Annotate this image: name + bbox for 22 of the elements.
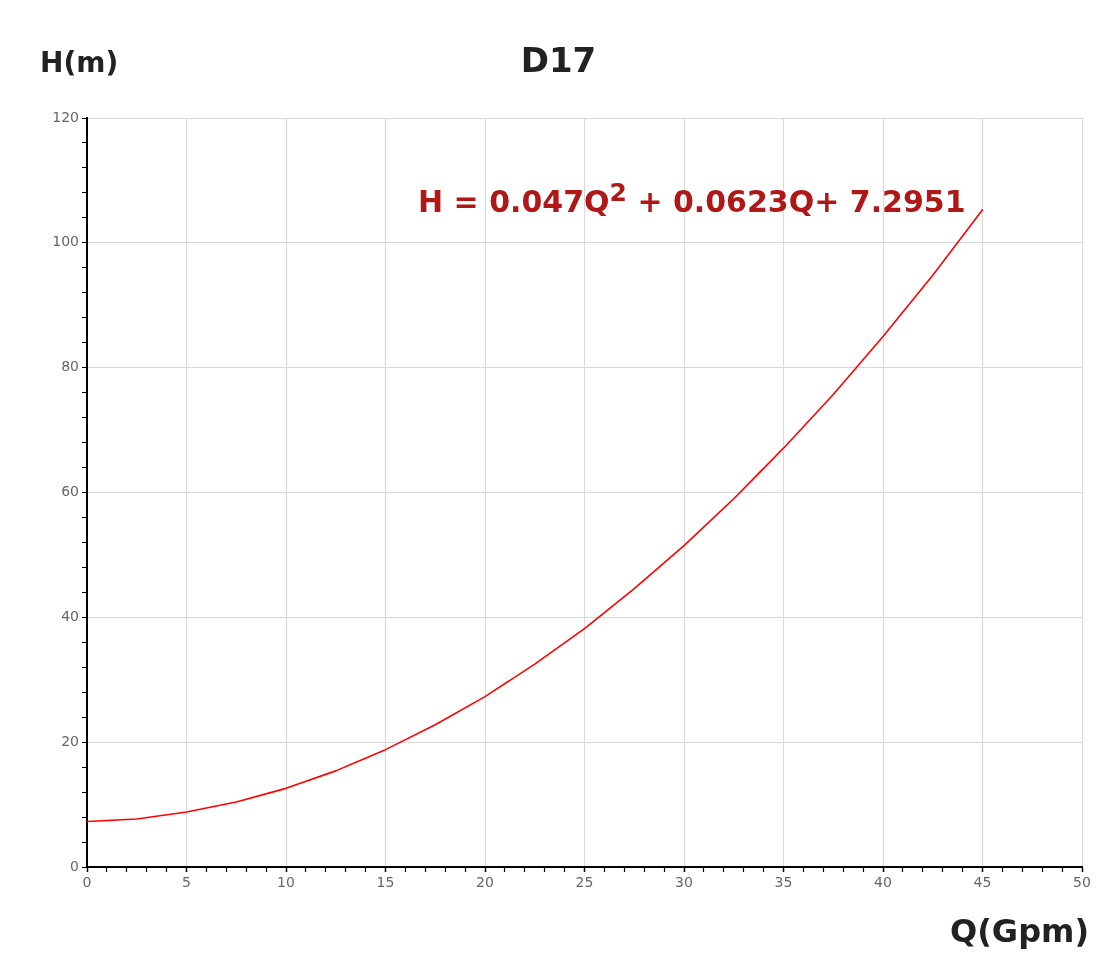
y-tick-label: 40 <box>61 607 79 624</box>
y-tick-label: 120 <box>52 108 79 125</box>
y-tick-label: 0 <box>70 857 79 874</box>
x-tick-label: 5 <box>182 874 191 891</box>
y-tick-label: 20 <box>61 732 79 749</box>
x-tick-label: 30 <box>675 874 693 891</box>
x-tick-label: 10 <box>277 874 295 891</box>
x-tick-label: 45 <box>973 874 992 891</box>
x-tick-label: 50 <box>1073 874 1091 891</box>
x-tick-label: 20 <box>476 874 494 891</box>
x-tick-label: 15 <box>376 874 395 891</box>
x-axis-title: Q(Gpm) <box>950 912 1089 950</box>
x-tick-label: 40 <box>874 874 892 891</box>
y-tick-label: 80 <box>61 358 79 375</box>
y-axis-title: H(m) <box>40 46 119 79</box>
x-tick-label: 25 <box>575 874 594 891</box>
y-tick-label: 100 <box>52 233 79 250</box>
annotation: H = 0.047Q$^{2}$ + 0.0623Q+ 7.2951 <box>418 178 966 219</box>
chart-title: D17 <box>520 40 597 80</box>
x-tick-label: 0 <box>82 874 92 891</box>
x-tick-label: 35 <box>774 874 793 891</box>
y-tick-label: 60 <box>61 483 79 500</box>
